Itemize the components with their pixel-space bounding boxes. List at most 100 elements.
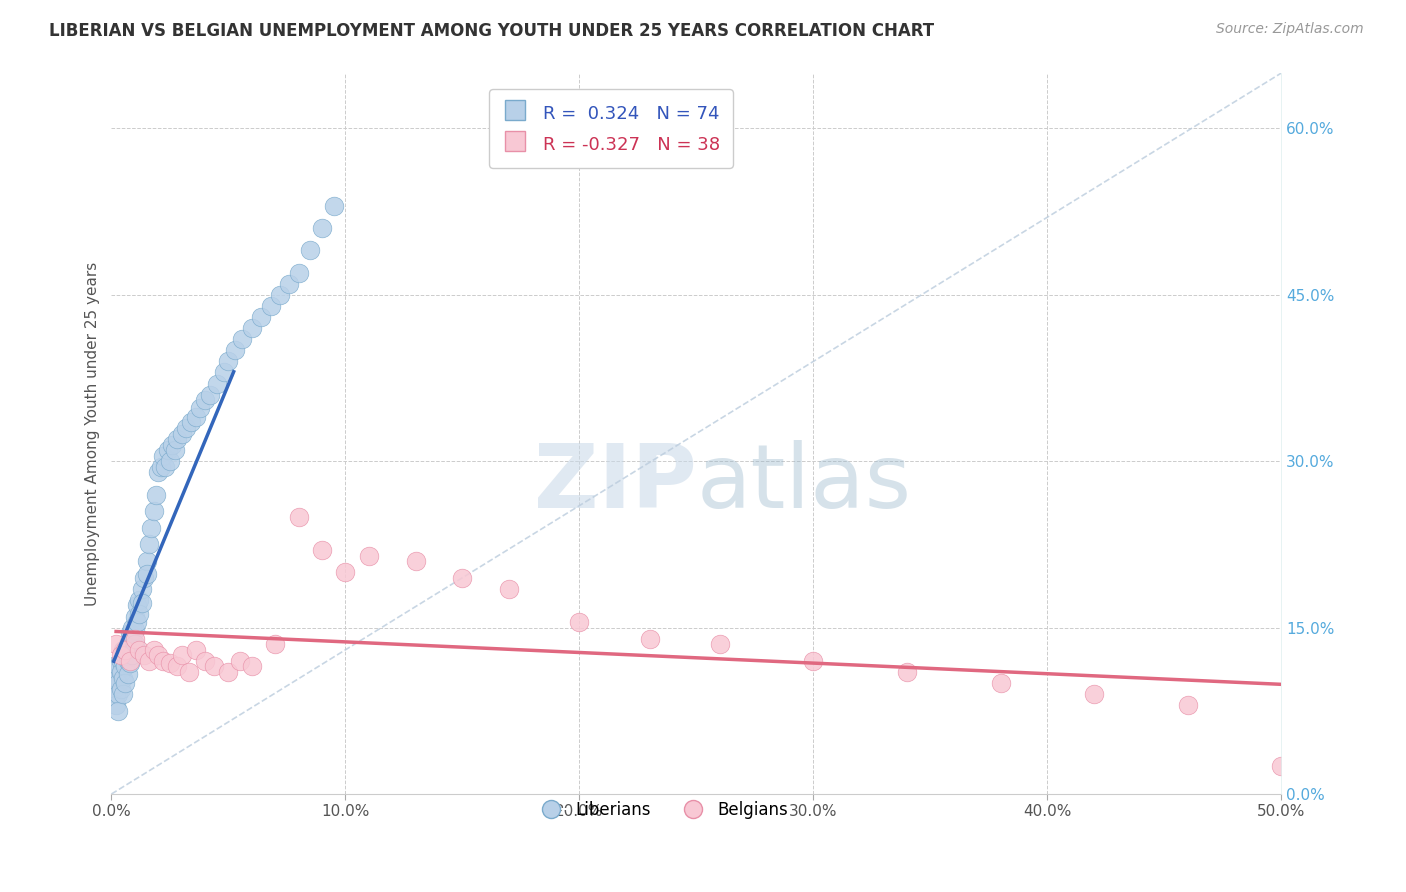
- Point: [259, 299, 281, 313]
- Point: [114, 643, 136, 657]
- Point: [112, 687, 135, 701]
- Point: [357, 549, 380, 563]
- Point: [202, 659, 225, 673]
- Point: [1270, 759, 1292, 773]
- Point: [322, 199, 344, 213]
- Point: [174, 421, 197, 435]
- Point: [114, 648, 136, 663]
- Point: [117, 637, 139, 651]
- Point: [135, 567, 157, 582]
- Point: [105, 671, 128, 685]
- Point: [142, 504, 165, 518]
- Point: [166, 659, 188, 673]
- Point: [134, 648, 156, 663]
- Point: [112, 654, 135, 668]
- Point: [134, 571, 156, 585]
- Point: [141, 521, 163, 535]
- Point: [128, 643, 150, 657]
- Point: [128, 593, 150, 607]
- Point: [269, 288, 291, 302]
- Point: [127, 615, 149, 629]
- Point: [148, 648, 170, 663]
- Point: [156, 443, 179, 458]
- Point: [103, 681, 125, 696]
- Point: [240, 321, 263, 335]
- Point: [138, 654, 160, 668]
- Point: [212, 366, 235, 380]
- Point: [124, 632, 146, 646]
- Point: [155, 459, 177, 474]
- Legend: Liberians, Belgians: Liberians, Belgians: [527, 794, 796, 825]
- Point: [217, 354, 239, 368]
- Point: [250, 310, 273, 324]
- Point: [110, 681, 132, 696]
- Point: [117, 654, 139, 668]
- Point: [107, 676, 129, 690]
- Point: [159, 656, 181, 670]
- Point: [240, 659, 263, 673]
- Point: [1177, 698, 1199, 713]
- Point: [121, 648, 143, 663]
- Point: [896, 665, 918, 679]
- Point: [229, 654, 252, 668]
- Point: [124, 637, 146, 651]
- Point: [170, 648, 193, 663]
- Point: [568, 615, 591, 629]
- Point: [124, 609, 146, 624]
- Point: [103, 659, 125, 673]
- Point: [188, 401, 211, 415]
- Point: [194, 393, 217, 408]
- Point: [278, 277, 301, 291]
- Point: [112, 643, 135, 657]
- Point: [107, 704, 129, 718]
- Point: [198, 387, 221, 401]
- Point: [120, 654, 142, 668]
- Point: [105, 698, 128, 713]
- Point: [124, 623, 146, 637]
- Point: [184, 643, 207, 657]
- Point: [709, 637, 731, 651]
- Point: [159, 454, 181, 468]
- Point: [114, 659, 136, 673]
- Point: [107, 659, 129, 673]
- Point: [1083, 687, 1105, 701]
- Point: [638, 632, 661, 646]
- Point: [135, 554, 157, 568]
- Point: [177, 665, 200, 679]
- Point: [107, 687, 129, 701]
- Point: [194, 654, 217, 668]
- Point: [112, 671, 135, 685]
- Point: [121, 621, 143, 635]
- Point: [138, 537, 160, 551]
- Point: [110, 648, 132, 663]
- Point: [152, 449, 174, 463]
- Point: [145, 487, 167, 501]
- Point: [311, 221, 333, 235]
- Point: [205, 376, 228, 391]
- Point: [117, 667, 139, 681]
- Point: [287, 266, 309, 280]
- Point: [451, 571, 474, 585]
- Point: [311, 543, 333, 558]
- Point: [162, 437, 184, 451]
- Point: [131, 582, 153, 596]
- Point: [120, 656, 142, 670]
- Text: Source: ZipAtlas.com: Source: ZipAtlas.com: [1216, 22, 1364, 37]
- Point: [128, 607, 150, 622]
- Point: [335, 565, 357, 579]
- Point: [170, 426, 193, 441]
- Text: ZIP: ZIP: [534, 441, 696, 527]
- Point: [264, 637, 287, 651]
- Y-axis label: Unemployment Among Youth under 25 years: Unemployment Among Youth under 25 years: [86, 261, 100, 606]
- Point: [131, 596, 153, 610]
- Point: [114, 676, 136, 690]
- Text: atlas: atlas: [696, 441, 911, 527]
- Point: [287, 509, 309, 524]
- Point: [184, 409, 207, 424]
- Text: LIBERIAN VS BELGIAN UNEMPLOYMENT AMONG YOUTH UNDER 25 YEARS CORRELATION CHART: LIBERIAN VS BELGIAN UNEMPLOYMENT AMONG Y…: [49, 22, 935, 40]
- Point: [152, 654, 174, 668]
- Point: [105, 687, 128, 701]
- Point: [148, 466, 170, 480]
- Point: [120, 626, 142, 640]
- Point: [127, 599, 149, 613]
